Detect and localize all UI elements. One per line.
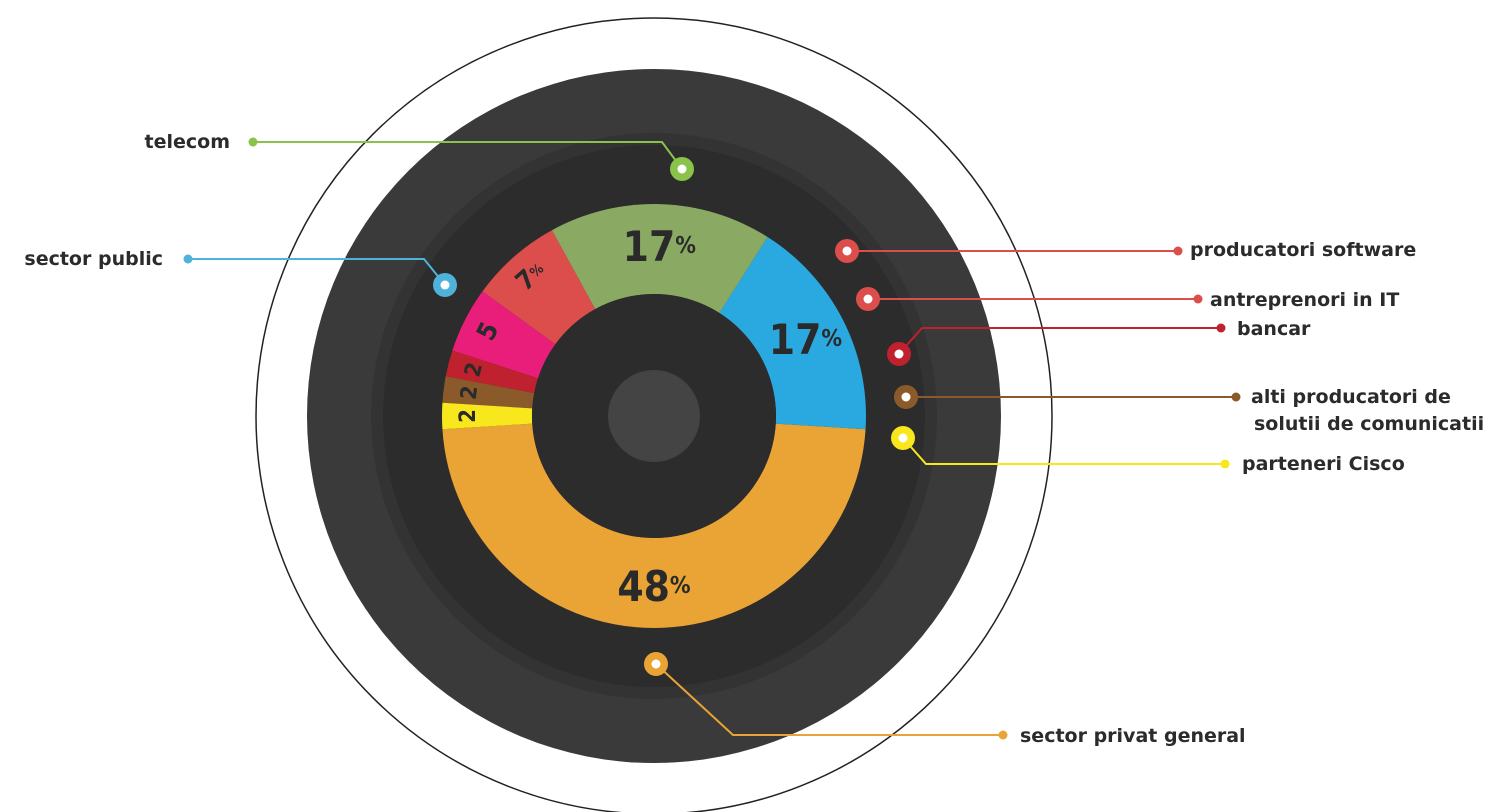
legend-label-sector-public: sector public [24, 248, 163, 270]
marker-center-antreprenori-in-it [863, 294, 873, 304]
leader-dot-telecom [248, 137, 258, 147]
slice-value-parteneri-cisco: 2 [456, 409, 481, 423]
slice-sector-public [719, 237, 866, 430]
slice-alti-producatori-de-solutii-de-comunicatii [442, 376, 535, 409]
marker-center-sector-public [440, 280, 450, 290]
donut-slices [442, 204, 866, 629]
slice-parteneri-cisco [442, 402, 533, 430]
slice-value-telecom: 17% [623, 222, 697, 271]
legend-label-line: producatori software [1190, 239, 1416, 261]
slice-telecom [551, 204, 768, 313]
slice-value-sector-public: 17% [769, 314, 843, 363]
leader-dot-sector-privat-general [998, 730, 1008, 740]
leader-dot-alti-producatori-de-solutii-de-comunicatii [1231, 392, 1241, 402]
legend-label-line: sector public [24, 248, 163, 270]
slice-value-bancar: 2 [460, 360, 488, 380]
leader-dot-bancar [1216, 323, 1226, 333]
legend-label-line: antreprenori in IT [1210, 289, 1399, 311]
marker-center-alti-producatori-de-solutii-de-comunicatii [901, 392, 911, 402]
slice-value-sector-privat-general: 48% [617, 562, 691, 611]
legend-label-sector-privat-general: sector privat general [1020, 725, 1246, 747]
marker-center-telecom [677, 164, 687, 174]
legend-label-telecom: telecom [145, 131, 230, 153]
slice-producatori-software [482, 230, 596, 345]
leader-dot-parteneri-cisco [1220, 459, 1230, 469]
legend-label-line: solutii de comunicatii [1254, 413, 1484, 435]
legend-label-producatori-software: producatori software [1190, 239, 1416, 261]
legend-label-parteneri-cisco: parteneri Cisco [1242, 453, 1405, 475]
legend-label-line: alti producatori de [1251, 386, 1451, 408]
legend-label-line: telecom [145, 131, 230, 153]
legend-label-alti-producatori-de-solutii-de-comunicatii: alti producatori de solutii de comunicati… [1251, 386, 1484, 435]
legend-leaders [183, 137, 1241, 740]
center-hub [608, 370, 700, 462]
slice-sector-privat-general [442, 423, 866, 629]
marker-center-parteneri-cisco [898, 433, 908, 443]
legend-label-bancar: bancar [1237, 318, 1311, 340]
legend-label-antreprenori-in-it: antreprenori in IT [1210, 289, 1399, 311]
marker-center-producatori-software [842, 246, 852, 256]
legend-label-line: parteneri Cisco [1242, 453, 1405, 475]
legend-label-line: sector privat general [1020, 725, 1246, 747]
legend-labels: telecom sector public producatori software… [24, 131, 1484, 747]
marker-center-bancar [894, 349, 904, 359]
leader-dot-antreprenori-in-it [1193, 294, 1203, 304]
marker-center-sector-privat-general [651, 659, 661, 669]
legend-label-line: bancar [1237, 318, 1311, 340]
slice-bancar [445, 350, 538, 394]
leader-dot-producatori-software [1173, 246, 1183, 256]
slice-antreprenori-in-it [452, 291, 556, 379]
leader-dot-sector-public [183, 254, 193, 264]
slice-value-alti-producatori-de-solutii-de-comunicatii: 2 [456, 384, 483, 401]
leader-line-sector-privat-general [655, 663, 1003, 736]
